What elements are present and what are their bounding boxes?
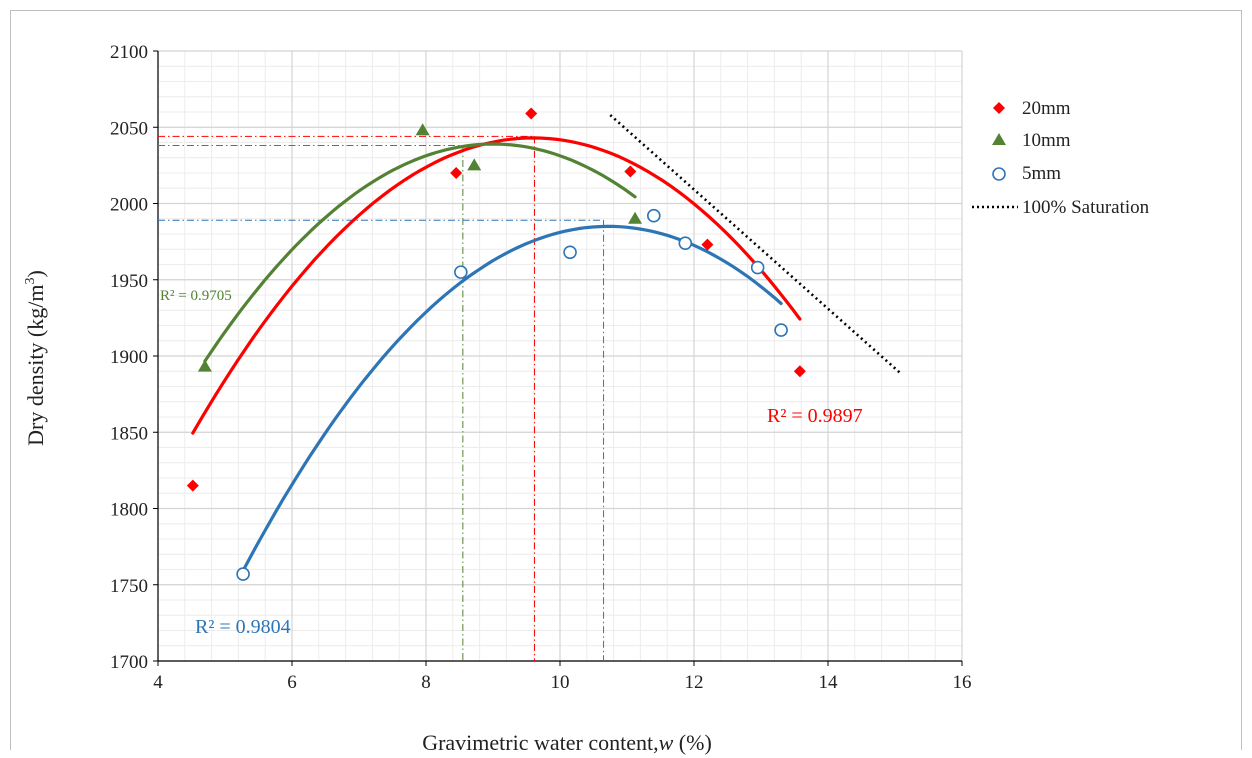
data-points (186, 107, 806, 581)
trendline-20mm (191, 136, 802, 435)
x-tick-label: 8 (421, 672, 431, 693)
y-tick-label: 1750 (110, 576, 148, 597)
y-axis-title: Dry density (kg/m3) (23, 270, 48, 446)
point-20mm (793, 365, 806, 378)
legend-label-saturation: 100% Saturation (1022, 197, 1150, 218)
point-10mm (197, 359, 212, 372)
point-5mm (646, 208, 661, 223)
x-tick-label: 16 (953, 672, 972, 693)
y-tick-label: 1900 (110, 347, 148, 368)
x-tick-label: 10 (551, 672, 570, 693)
point-5mm (454, 265, 468, 279)
point-5mm (563, 245, 577, 260)
y-tick-label: 1800 (110, 500, 148, 521)
x-axis-title: Gravimetric water content,w (%) (422, 730, 712, 755)
point-5mm (236, 567, 250, 581)
legend-marker-20mm (993, 102, 1005, 114)
legend-marker-5mm (992, 167, 1006, 181)
legend-marker-10mm (992, 133, 1006, 145)
y-tick-label: 1850 (110, 423, 148, 444)
axes (153, 50, 963, 666)
legend: 20mm 10mm 5mm 100% Saturation (972, 98, 1150, 218)
y-tick-label: 2000 (110, 195, 148, 216)
trendlines (191, 114, 903, 573)
r2-label-5mm: R² = 0.9804 (195, 616, 291, 638)
y-tick-label: 2100 (110, 42, 148, 63)
y-tick-label: 2050 (110, 118, 148, 139)
x-tick-label: 12 (685, 672, 704, 693)
point-10mm (467, 158, 482, 171)
tick-labels: 1700 1750 1800 1850 1900 1950 2000 2050 2100 4 6 8 1… (110, 42, 972, 693)
y-tick-label: 1700 (110, 652, 148, 673)
x-tick-label: 6 (287, 672, 297, 693)
legend-label-10mm: 10mm (1022, 130, 1071, 151)
point-5mm (774, 323, 788, 337)
r2-label-10mm: R² = 0.9705 (160, 288, 232, 304)
optimum-reference-lines (158, 135, 605, 661)
trendline-10mm (203, 142, 637, 363)
chart-frame (10, 10, 1242, 750)
point-20mm (186, 479, 199, 492)
legend-label-5mm: 5mm (1022, 163, 1061, 184)
saturation-line (609, 114, 903, 376)
point-10mm (628, 211, 643, 224)
y-tick-label: 1950 (110, 271, 148, 292)
point-10mm (415, 123, 430, 136)
point-20mm (525, 107, 538, 120)
x-tick-label: 14 (819, 672, 839, 693)
point-20mm (701, 238, 714, 251)
r2-label-20mm: R² = 0.9897 (767, 405, 863, 427)
trendline-5mm (241, 224, 783, 573)
grid-major (157, 50, 963, 662)
point-5mm (750, 260, 765, 275)
point-20mm (450, 167, 463, 179)
point-5mm (678, 236, 693, 250)
x-tick-label: 4 (153, 672, 163, 693)
legend-label-20mm: 20mm (1022, 98, 1071, 119)
point-20mm (624, 165, 637, 178)
